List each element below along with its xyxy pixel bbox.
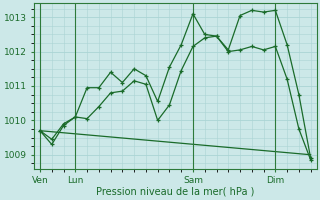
X-axis label: Pression niveau de la mer( hPa ): Pression niveau de la mer( hPa ): [96, 187, 254, 197]
